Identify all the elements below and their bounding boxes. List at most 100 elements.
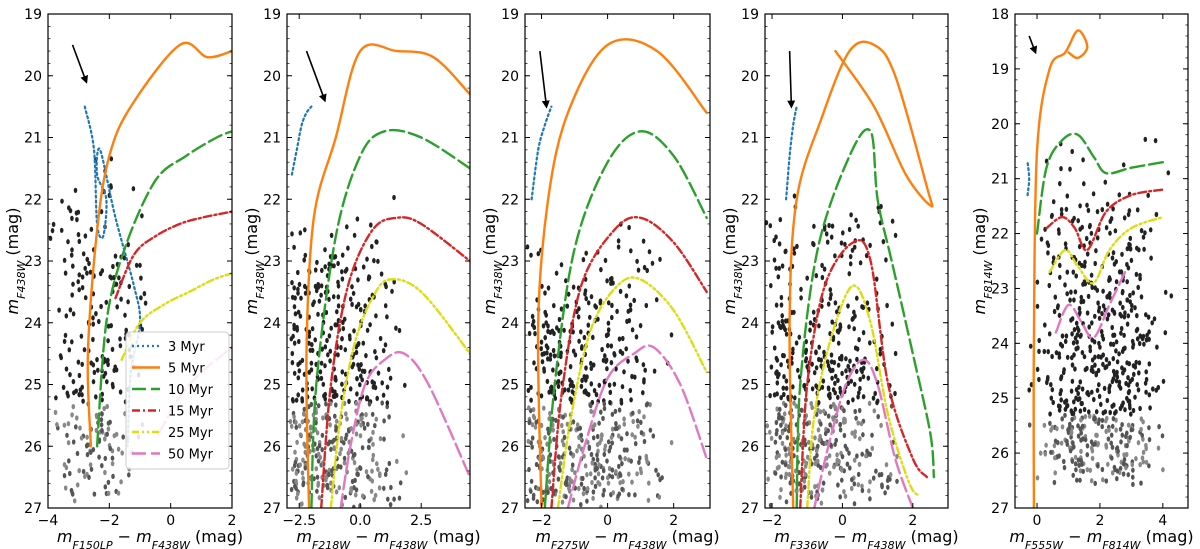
star-point [1144, 459, 1149, 465]
star-point [1058, 391, 1063, 397]
star-point [853, 313, 857, 319]
star-point [810, 386, 815, 392]
star-point [546, 489, 550, 495]
star-point [303, 449, 308, 455]
star-point [820, 487, 825, 493]
star-point [323, 344, 328, 350]
isochrone-15-myr [114, 210, 232, 300]
star-point [814, 448, 819, 454]
star-point [1038, 450, 1043, 456]
star-point [300, 387, 305, 393]
star-point [138, 262, 142, 268]
star-point [1053, 294, 1058, 300]
star-point [290, 360, 295, 366]
star-point [768, 429, 772, 435]
star-point [827, 470, 832, 476]
star-point [340, 369, 345, 375]
star-point [811, 309, 816, 315]
star-point [134, 262, 139, 268]
star-point [857, 407, 862, 414]
star-point [317, 443, 322, 449]
y-tick-label: 24 [741, 316, 759, 332]
star-point [872, 408, 877, 414]
star-point [526, 387, 531, 393]
star-point [1105, 397, 1110, 404]
star-point [634, 334, 639, 340]
star-point [642, 438, 647, 445]
star-point [1117, 269, 1122, 275]
star-point [565, 303, 570, 309]
star-point [1046, 349, 1050, 355]
axes-frame [524, 13, 711, 509]
star-point [1097, 340, 1101, 346]
star-point [1124, 465, 1128, 471]
star-point [1110, 307, 1115, 313]
star-point [850, 477, 854, 483]
star-point [650, 260, 655, 266]
star-point [1079, 417, 1083, 423]
star-point [1045, 240, 1050, 246]
star-point [848, 254, 853, 260]
y-tick-label: 27 [501, 501, 519, 517]
star-point [888, 472, 893, 478]
star-point [1135, 326, 1140, 332]
star-point [105, 403, 109, 410]
star-point [633, 374, 637, 380]
star-point [350, 364, 355, 370]
star-point [816, 443, 820, 449]
star-point [1121, 304, 1125, 310]
star-point [68, 470, 72, 477]
star-point [1106, 461, 1110, 467]
star-point [354, 400, 359, 406]
star-point [106, 361, 110, 368]
star-point [786, 394, 790, 400]
star-point [529, 397, 533, 403]
y-tick-label: 26 [24, 439, 42, 455]
star-point [599, 436, 604, 442]
star-point [850, 247, 855, 253]
star-point [596, 471, 601, 477]
star-point [784, 423, 788, 429]
star-point [829, 352, 834, 358]
y-tick-label: 20 [24, 69, 42, 85]
star-point [1128, 299, 1132, 305]
star-point [296, 309, 301, 315]
star-point [586, 300, 591, 306]
star-point [339, 344, 343, 351]
isochrone-3-myr [290, 105, 313, 176]
star-point [1063, 399, 1067, 405]
star-point [890, 218, 895, 224]
star-point [330, 388, 335, 394]
star-point [597, 420, 601, 426]
star-point [1104, 357, 1109, 363]
star-point [1147, 437, 1152, 443]
star-point [319, 283, 324, 289]
star-point [388, 502, 393, 508]
star-point [1121, 400, 1125, 406]
star-point [609, 343, 614, 349]
star-point [290, 280, 294, 286]
isochrone-10-myr [1035, 132, 1164, 235]
star-point [70, 215, 74, 221]
star-point [1074, 346, 1078, 352]
star-point [551, 427, 555, 433]
star-point [568, 480, 572, 486]
star-point [654, 297, 659, 303]
star-point [571, 348, 576, 354]
star-point [1154, 211, 1159, 218]
star-point [85, 270, 89, 276]
star-point [779, 362, 783, 368]
star-point [1085, 365, 1089, 371]
star-point [1124, 451, 1129, 458]
star-point [290, 231, 294, 237]
star-point [342, 316, 347, 322]
star-point [357, 366, 362, 372]
star-point [1073, 461, 1078, 467]
star-point [864, 453, 868, 459]
star-point [344, 411, 348, 417]
star-point [77, 272, 82, 278]
star-point [768, 502, 773, 508]
star-point [1111, 416, 1116, 422]
star-point [64, 313, 69, 319]
star-point [833, 253, 837, 259]
